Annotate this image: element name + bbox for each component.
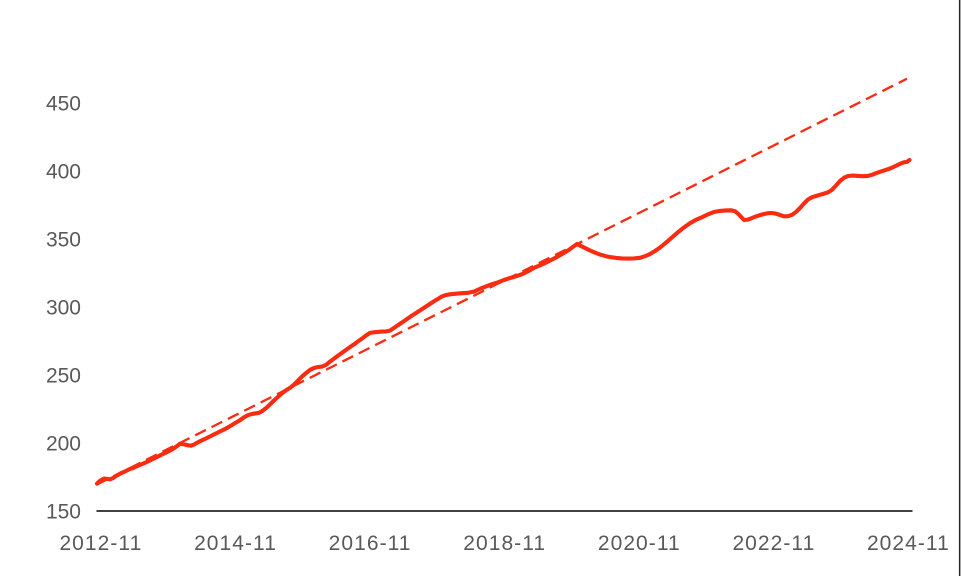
svg-text:200: 200: [46, 433, 81, 456]
svg-text:400: 400: [46, 161, 81, 184]
svg-text:2014-11: 2014-11: [194, 532, 277, 555]
svg-text:350: 350: [46, 229, 81, 252]
svg-text:2012-11: 2012-11: [59, 532, 142, 555]
svg-text:150: 150: [46, 501, 81, 524]
svg-text:300: 300: [46, 297, 81, 320]
svg-text:2020-11: 2020-11: [598, 532, 681, 555]
svg-text:450: 450: [46, 93, 81, 116]
svg-text:2022-11: 2022-11: [732, 532, 815, 555]
svg-text:250: 250: [46, 365, 81, 388]
svg-text:2016-11: 2016-11: [329, 532, 412, 555]
svg-text:2024-11: 2024-11: [867, 532, 950, 555]
svg-text:2018-11: 2018-11: [463, 532, 546, 555]
